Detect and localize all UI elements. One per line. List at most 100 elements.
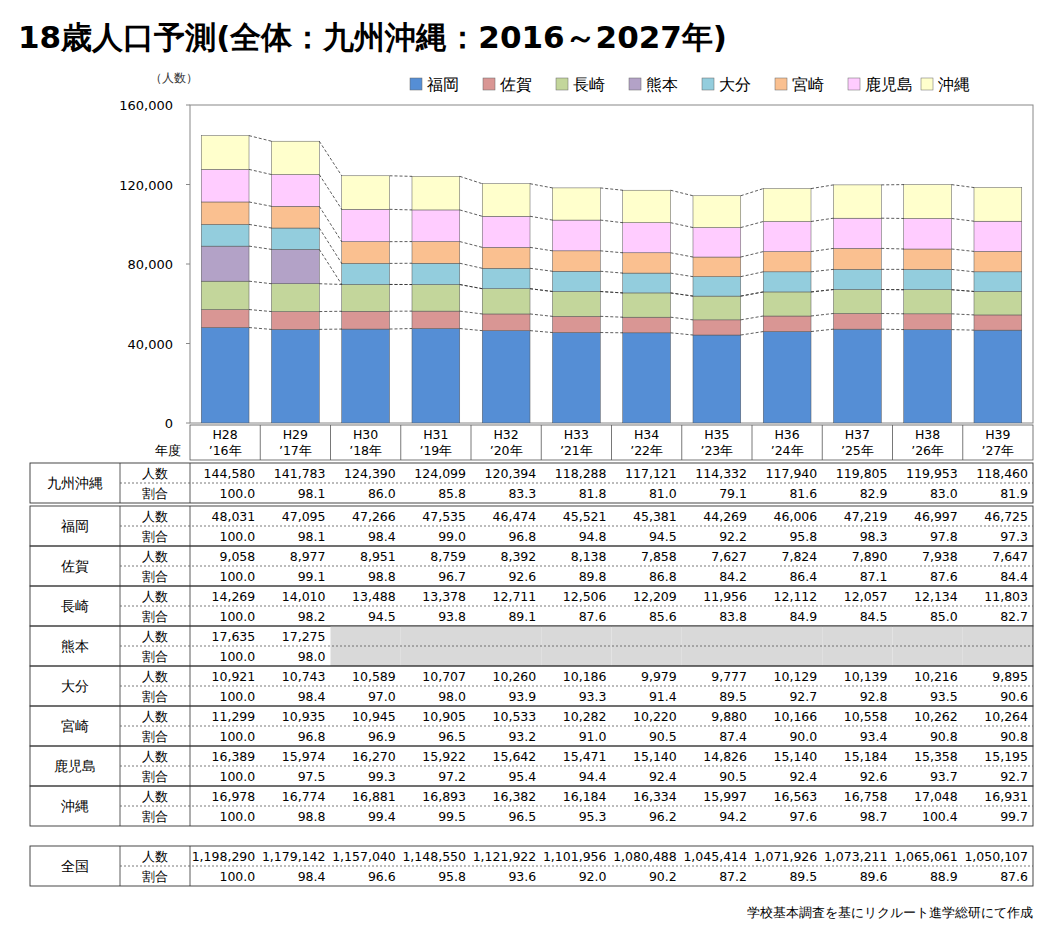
y-tick xyxy=(186,343,190,344)
table-cell: 1,121,922 xyxy=(473,849,537,864)
table-cell: 82.7 xyxy=(1000,609,1028,624)
connector xyxy=(600,291,622,292)
table-cell: 98.1 xyxy=(298,529,326,544)
connector xyxy=(530,268,552,271)
row-label: 人数 xyxy=(142,789,168,804)
bar-segment xyxy=(552,291,600,316)
connector xyxy=(530,331,552,333)
bar-segment xyxy=(833,329,881,423)
table-cell: 44,269 xyxy=(703,509,747,524)
row-divider xyxy=(120,526,1033,527)
x-tick-label-line: H39 xyxy=(985,427,1010,442)
table-cell: 89.6 xyxy=(860,869,888,884)
table-cell: 93.7 xyxy=(930,769,958,784)
table-cell: 96.2 xyxy=(649,809,677,824)
empty-cell xyxy=(612,646,682,666)
table-cell: 94.4 xyxy=(579,769,607,784)
bar-segment xyxy=(482,289,530,314)
table-cell: 96.5 xyxy=(438,729,466,744)
empty-cell xyxy=(963,646,1033,666)
table-cell: 15,140 xyxy=(774,749,818,764)
connector xyxy=(881,289,903,290)
table-cell: 100.0 xyxy=(219,649,255,664)
header-divider xyxy=(330,425,331,460)
table-cell: 117,940 xyxy=(766,466,818,481)
table-cell: 96.6 xyxy=(368,869,396,884)
empty-cell xyxy=(401,646,471,666)
bar-segment xyxy=(833,248,881,269)
connector xyxy=(671,223,693,228)
table-cell: 11,299 xyxy=(212,709,256,724)
x-tick-label: H31’19年 xyxy=(419,427,452,458)
connector xyxy=(530,314,552,316)
bar-segment xyxy=(974,272,1022,292)
table-cell: 11,956 xyxy=(703,589,747,604)
table-group: 宮崎人数11,29910,93510,94510,90510,53310,282… xyxy=(30,706,1033,746)
bar-segment xyxy=(904,330,952,423)
row-label: 人数 xyxy=(142,669,168,684)
table-group: 全国人数1,198,2901,179,1421,157,0401,148,550… xyxy=(30,846,1033,886)
row-divider xyxy=(120,806,1033,807)
table-cell: 93.5 xyxy=(930,689,958,704)
connector xyxy=(319,283,341,285)
table-cell: 92.4 xyxy=(789,769,817,784)
table-group: 長崎人数14,26914,01013,48813,37812,71112,506… xyxy=(30,586,1033,626)
x-tick-label-line: H33 xyxy=(564,427,589,442)
x-tick-label-line: ’25年 xyxy=(841,443,874,458)
empty-cell xyxy=(612,626,682,646)
x-tick-label-line: H32 xyxy=(493,427,518,442)
table-cell: 90.0 xyxy=(789,729,817,744)
x-tick-label-line: ’17年 xyxy=(279,443,312,458)
table-cell: 85.6 xyxy=(649,609,677,624)
table-cell: 98.7 xyxy=(860,809,888,824)
header-divider xyxy=(471,425,472,460)
x-tick-label-line: ’20年 xyxy=(490,443,523,458)
table-cell: 100.4 xyxy=(922,809,958,824)
table-cell: 92.7 xyxy=(789,689,817,704)
empty-cell xyxy=(471,646,541,666)
table-cell: 10,216 xyxy=(914,669,958,684)
table-cell: 84.5 xyxy=(860,609,888,624)
table-cell: 14,826 xyxy=(703,749,747,764)
table-cell: 7,627 xyxy=(711,549,747,564)
bar-segment xyxy=(974,188,1022,222)
table-cell: 89.8 xyxy=(579,569,607,584)
table-cell: 86.4 xyxy=(789,569,817,584)
group-name: 福岡 xyxy=(61,518,89,534)
table-cell: 97.5 xyxy=(298,769,326,784)
group-name: 宮崎 xyxy=(61,718,89,734)
bar-segment xyxy=(623,273,671,293)
table-cell: 100.0 xyxy=(219,729,255,744)
row-divider xyxy=(120,566,1033,567)
bar-segment xyxy=(904,249,952,269)
table-cell: 16,758 xyxy=(844,789,888,804)
table-cell: 10,220 xyxy=(633,709,677,724)
connector xyxy=(249,169,271,174)
group-name: 大分 xyxy=(61,678,89,694)
table-cell: 47,266 xyxy=(352,509,396,524)
bar-segment xyxy=(271,206,319,228)
x-tick-label-line: ’19年 xyxy=(419,443,452,458)
table-cell: 99.3 xyxy=(368,769,396,784)
connector xyxy=(390,311,412,312)
row-divider xyxy=(120,766,1033,767)
row-label: 割合 xyxy=(142,729,168,744)
header-divider xyxy=(541,425,542,460)
row-label: 割合 xyxy=(142,569,168,584)
connector xyxy=(319,329,341,330)
empty-cell xyxy=(331,646,401,666)
connector xyxy=(811,313,833,316)
table-cell: 10,166 xyxy=(774,709,818,724)
table-cell: 1,050,107 xyxy=(964,849,1028,864)
bar-segment xyxy=(552,251,600,271)
legend-swatch xyxy=(556,78,568,90)
bar-segment xyxy=(763,252,811,272)
x-tick-label-line: ’22年 xyxy=(630,443,663,458)
table-cell: 94.8 xyxy=(579,529,607,544)
table-cell: 81.9 xyxy=(1000,486,1028,501)
legend: 福岡佐賀長崎熊本大分宮崎鹿児島沖縄 xyxy=(410,75,970,94)
bar-segment xyxy=(271,284,319,312)
connector xyxy=(952,269,974,271)
table-cell: 87.1 xyxy=(860,569,888,584)
table-cell: 13,488 xyxy=(352,589,396,604)
